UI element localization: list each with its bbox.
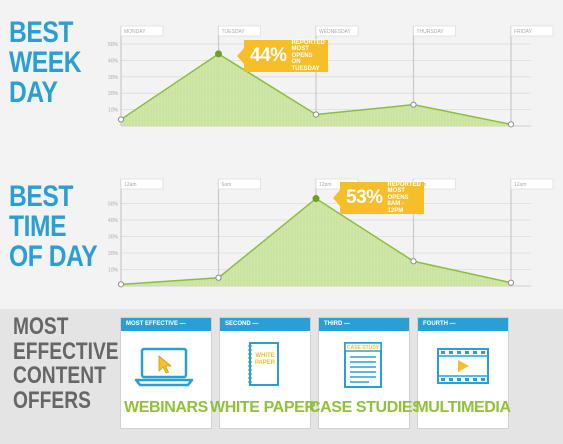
weekday-opens-chart: 10% 20% 30% 40% 50% MONDAY TUESDAY WEDNESDAY THU… [108,25,554,128]
offer-card-multimedia: FOURTH — MULTIMEDIA [415,318,511,428]
icon-text: PAPER [255,360,276,366]
title-line: OF DAY [9,240,98,273]
x-tick-label: 12am [124,182,137,188]
card-label: MULTIMEDIA [415,399,511,416]
card-label: WHITE PAPERS [210,399,326,416]
card-rank: FOURTH — [418,318,508,331]
title-line: MOST [13,313,69,340]
title-line: DAY [9,76,58,109]
card-label: CASE STUDIES [309,399,423,416]
data-point [410,101,417,108]
data-point [507,279,515,286]
data-point [312,195,320,203]
category-tab [120,178,164,190]
callout-line: MOST OPENS [291,46,313,59]
callout-percent: 44% [250,45,287,66]
x-tick-label: 6am [222,182,232,188]
y-tick-label: 20% [108,251,119,257]
film-icon [437,348,489,384]
category-tab [315,25,359,37]
x-tick-label: MONDAY [124,29,146,35]
callout-pointer [333,190,340,206]
y-tick-label: 10% [108,108,119,114]
data-point [215,50,222,58]
category-tab [120,25,164,37]
data-point [117,116,125,123]
offer-card-webinars: MOST EFFECTIVE — WEBINARS [121,318,211,428]
title-line: OFFERS [13,386,91,414]
y-tick-label: 20% [108,91,119,97]
card-rank: MOST EFFECTIVE — [121,318,211,331]
data-point [312,111,320,118]
y-tick-label: 30% [108,235,119,241]
data-point [410,258,417,265]
y-tick-label: 40% [108,218,119,224]
callout-line: 8AM - 12PM [387,201,404,214]
data-point [507,121,515,128]
y-tick-label: 10% [108,268,119,274]
best-week-day-title: BEST WEEK DAY [9,16,82,109]
card-rank: SECOND — [220,318,310,331]
callout-line: ON TUESDAY [291,59,320,72]
y-tick-label: 30% [108,75,119,81]
clipboard-icon: CASE STUDY [344,342,382,388]
x-tick-label: WEDNESDAY [319,29,352,35]
title-line: BEST [9,180,73,213]
title-line: EFFECTIVE [13,337,119,365]
category-tab [413,25,456,37]
data-point [117,281,125,288]
title-line: WEEK [9,46,82,79]
callout-pointer [237,48,244,64]
card-label: WEBINARS [124,399,208,416]
card-rank: THIRD — [319,318,409,331]
tuesday-callout: 44% REPORTED MOST OPENS ON TUESDAY [237,40,328,73]
y-tick-label: 50% [108,202,119,208]
callout-line: MOST OPENS [387,188,409,201]
content-offers-title: MOST EFFECTIVE CONTENT OFFERS [13,313,119,414]
x-tick-label: FRIDAY [514,29,533,35]
x-tick-label: 12am [514,182,527,188]
midday-callout: 53% REPORTED MOST OPENS 8AM - 12PM [333,182,424,215]
area-fill [121,53,511,127]
title-line: TIME [9,210,67,243]
callout-percent: 53% [346,187,383,208]
data-point [215,274,222,281]
title-line: CONTENT [13,362,106,389]
title-line: BEST [9,16,73,49]
icon-text: CASE STUDY [347,345,380,351]
x-tick-label: THURSDAY [417,29,445,35]
y-tick-label: 40% [108,58,119,64]
x-tick-label: 12pm [319,182,332,188]
category-tab [510,178,554,190]
callout-text: REPORTED MOST OPENS 8AM - 12PM [388,182,421,215]
best-time-of-day-title: BEST TIME OF DAY [9,180,98,273]
callout-line: REPORTED [387,181,421,188]
category-tab [510,25,554,37]
offer-card-white-papers: SECOND — WHITE PAPER WHITE PAPERS [210,318,326,428]
callout-line: REPORTED [291,39,325,46]
category-tab [218,178,261,190]
time-of-day-opens-chart: 10%20%30%40%50%12am6am12pm6pm12am [108,178,554,288]
laptop-icon [134,347,194,387]
offer-card-case-studies: THIRD — CASE STUDY CASE STUDIES [309,318,423,428]
document-icon: WHITE PAPER [248,342,279,386]
icon-text: WHITE [255,353,274,359]
y-tick-label: 50% [108,42,119,48]
category-tab [218,25,261,37]
callout-text: REPORTED MOST OPENS ON TUESDAY [292,40,325,73]
x-tick-label: TUESDAY [222,29,246,35]
